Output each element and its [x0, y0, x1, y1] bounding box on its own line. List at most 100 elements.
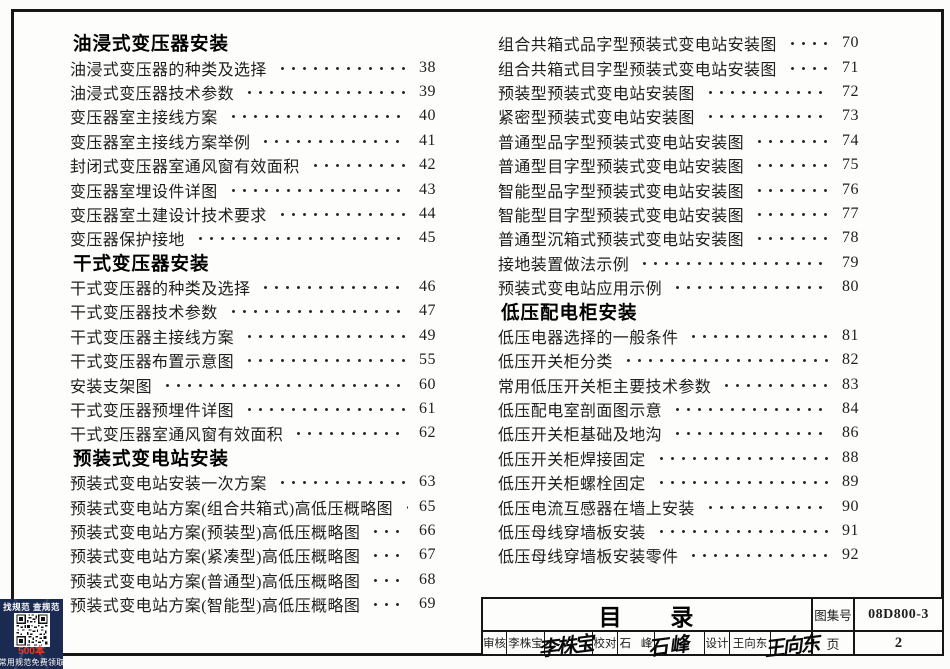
dotted-leader	[751, 205, 829, 222]
toc-item-title: 预装式变电站安装一次方案	[70, 476, 267, 494]
toc-item-title: 低压开关柜基础及地沟	[498, 427, 663, 445]
toc-left-column: 油浸式变压器安装 油浸式变压器的种类及选择 38 油浸式变压器技术参数 39 变压器室主接…	[70, 31, 436, 616]
toc-item-page: 80	[842, 278, 859, 296]
toc-item: 预装式变电站安装一次方案 63	[70, 470, 436, 494]
signature-row: 审核 李株宝 李株宝 校对 石 峰 石 峰 设计 王向东 王向东	[483, 632, 819, 661]
dotted-leader	[306, 157, 406, 174]
toc-item-page: 40	[419, 107, 436, 125]
toc-item: 普通型品字型预装式变电站安装图 74	[498, 129, 859, 153]
toc-right-column: 组合共箱式品字型预装式变电站安装图 70 组合共箱式目字型预装式变电站安装图 71 预装…	[498, 31, 859, 568]
toc-item-page: 68	[419, 570, 436, 588]
dotted-leader	[241, 83, 406, 100]
toc-item-title: 干式变压器室通风窗有效面积	[70, 427, 284, 445]
toc-item-page: 79	[842, 253, 859, 271]
dotted-leader	[701, 498, 829, 515]
toc-item-page: 46	[419, 278, 436, 296]
toc-item-title: 普通型目字型预装式变电站安装图	[498, 159, 745, 177]
dotted-leader	[783, 59, 829, 76]
dotted-leader	[257, 279, 406, 296]
toc-item-title: 普通型品字型预装式变电站安装图	[498, 134, 745, 152]
toc-item-page: 78	[842, 229, 859, 247]
toc-item: 变压器室土建设计技术要求 44	[70, 202, 436, 226]
toc-item: 油浸式变压器的种类及选择 38	[70, 55, 436, 79]
toc-item-page: 75	[842, 156, 859, 174]
toc-item: 封闭式变压器室通风窗有效面积 42	[70, 153, 436, 177]
toc-item-page: 72	[842, 82, 859, 100]
dotted-leader	[669, 401, 829, 418]
toc-item-page: 67	[419, 546, 436, 564]
toc-item-title: 低压开关柜螺栓固定	[498, 476, 646, 494]
toc-item-page: 91	[842, 522, 859, 539]
checker-signature-cell: 石 峰	[647, 632, 705, 660]
toc-item: 低压电器选择的一般条件 81	[498, 324, 859, 348]
toc-item-title: 普通型沉箱式预装式变电站安装图	[498, 232, 745, 250]
toc-item: 智能型品字型预装式变电站安装图 76	[498, 177, 859, 201]
toc-item-page: 83	[842, 375, 859, 393]
dotted-leader	[701, 108, 829, 125]
atlas-number-label: 图集号	[813, 599, 855, 632]
dotted-leader	[652, 449, 829, 466]
toc-item-title: 干式变压器的种类及选择	[70, 281, 251, 299]
toc-item-title: 变压器室土建设计技术要求	[70, 207, 267, 225]
dotted-leader	[159, 376, 406, 393]
toc-item-title: 低压母线穿墙板安装零件	[498, 549, 679, 567]
dotted-leader	[224, 303, 406, 320]
toc-item-page: 74	[842, 131, 859, 149]
toc-item: 低压开关柜基础及地沟 86	[498, 421, 859, 445]
toc-item-title: 智能型目字型预装式变电站安装图	[498, 207, 745, 225]
toc-item-title: 智能型品字型预装式变电站安装图	[498, 183, 745, 201]
toc-item: 低压母线穿墙板安装 91	[498, 519, 859, 543]
checker-label: 校对	[593, 632, 618, 654]
toc-item: 低压电流互感器在墙上安装 90	[498, 494, 859, 518]
toc-item-title: 组合共箱式品字型预装式变电站安装图	[498, 37, 777, 55]
toc-item: 低压开关柜焊接固定 88	[498, 446, 859, 470]
toc-item-title: 预装式变电站应用示例	[498, 281, 663, 299]
dotted-leader	[273, 59, 406, 76]
toc-item: 干式变压器预埋件详图 61	[70, 397, 436, 421]
toc-item-title: 低压电器选择的一般条件	[498, 329, 679, 347]
toc-item: 预装式变电站方案(预装型)高低压概略图 66	[70, 519, 436, 543]
dotted-leader	[751, 230, 829, 247]
dotted-leader	[751, 181, 829, 198]
toc-item: 安装支架图 60	[70, 372, 436, 396]
toc-item: 普通型沉箱式预装式变电站安装图 78	[498, 226, 859, 250]
atlas-number-value: 08D800-3	[855, 599, 942, 632]
toc-item-title: 预装式变电站方案(紧凑型)高低压概略图	[70, 549, 361, 567]
dotted-leader	[241, 352, 406, 369]
dotted-leader	[367, 596, 406, 613]
checker-signature: 石 峰	[647, 633, 689, 661]
toc-item-page: 45	[419, 229, 436, 247]
toc-item-page: 69	[419, 595, 436, 613]
toc-item-page: 47	[419, 302, 436, 320]
qr-promo-badge: 找规范 查规范 500本 常用规范免费领取	[0, 599, 64, 669]
toc-item: 低压开关柜分类 82	[498, 348, 859, 372]
toc-item-title: 预装式变电站方案(预装型)高低压概略图	[70, 525, 361, 542]
badge-count-text: 500本	[18, 646, 45, 657]
dotted-leader	[783, 35, 829, 52]
toc-item-title: 安装支架图	[70, 378, 153, 396]
toc-item-page: 39	[419, 82, 436, 100]
dotted-leader	[718, 376, 829, 393]
dotted-leader	[669, 425, 829, 442]
reviewer-signature: 李株宝	[537, 632, 594, 662]
toc-item-title: 低压母线穿墙板安装	[498, 525, 646, 542]
toc-item-title: 常用低压开关柜主要技术参数	[498, 378, 712, 396]
designer-name: 王向东	[730, 632, 771, 654]
designer-signature: 王向东	[763, 632, 820, 662]
toc-item-page: 84	[842, 400, 859, 418]
dotted-leader	[636, 254, 829, 271]
dotted-leader	[273, 474, 406, 491]
toc-item: 紧密型预装式变电站安装图 73	[498, 104, 859, 128]
dotted-leader	[400, 498, 409, 515]
dotted-leader	[652, 523, 829, 539]
dotted-leader	[224, 108, 406, 125]
reviewer-label: 审核	[483, 632, 507, 654]
toc-item-title: 预装式变电站方案(组合共箱式)高低压概略图	[70, 500, 394, 518]
checker-name: 石 峰	[618, 632, 655, 654]
toc-item: 预装式变电站方案(普通型)高低压概略图 68	[70, 568, 436, 592]
toc-item-page: 60	[419, 375, 436, 393]
toc-item: 变压器保护接地 45	[70, 226, 436, 250]
toc-item-page: 86	[842, 424, 859, 442]
qr-code-icon	[13, 613, 50, 647]
toc-item-page: 70	[842, 34, 859, 52]
